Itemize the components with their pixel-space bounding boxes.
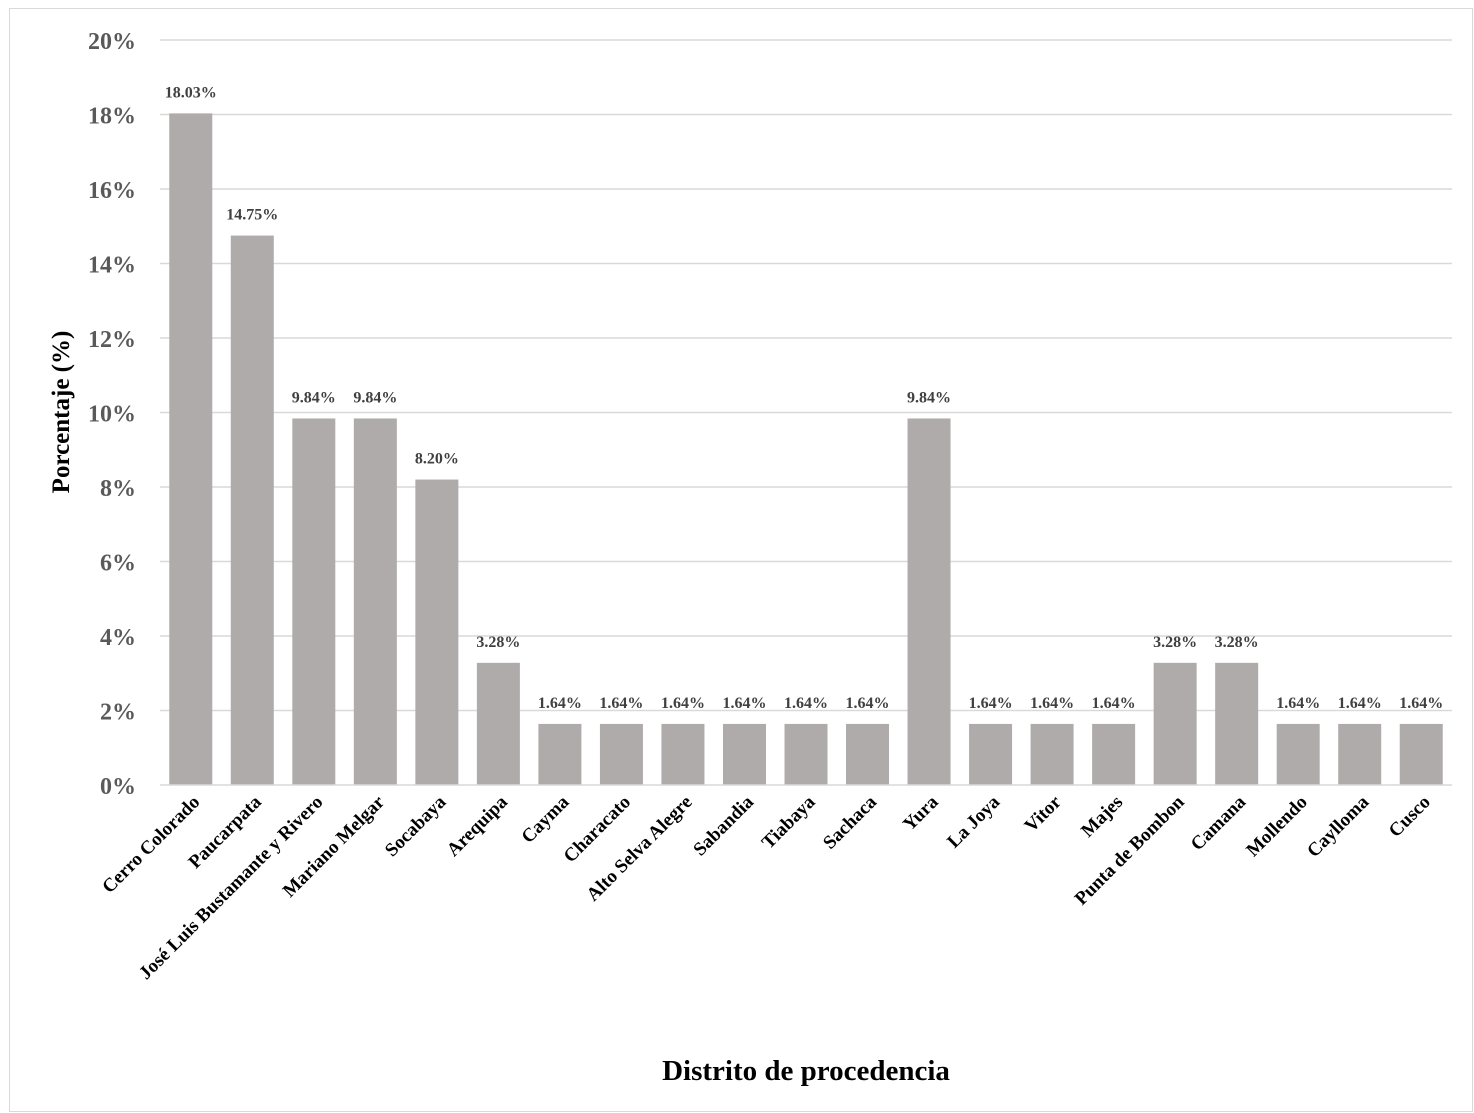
bar: [292, 418, 336, 785]
y-tick-label: 4%: [100, 625, 136, 651]
bar: [353, 418, 397, 785]
bar: [1215, 662, 1259, 785]
gridlines: [160, 39, 1452, 712]
x-category-label: Cusco: [1385, 792, 1435, 842]
bar: [722, 723, 766, 785]
data-label: 1.64%: [599, 695, 643, 712]
bar: [846, 723, 890, 785]
data-label: 3.28%: [1153, 634, 1197, 651]
bar: [476, 662, 520, 785]
data-label: 9.84%: [292, 389, 336, 406]
data-label: 8.20%: [415, 451, 459, 468]
x-category-label: Majes: [1077, 792, 1127, 842]
y-tick-label: 10%: [88, 402, 136, 428]
bar: [969, 723, 1013, 785]
data-label: 1.64%: [722, 695, 766, 712]
data-labels: 18.03% 14.75% 9.84% 9.84% 8.20% 3.28% 1.64% 1.6…: [165, 84, 1443, 712]
bar: [230, 235, 274, 785]
bars: [169, 113, 1443, 785]
y-tick-label: 8%: [100, 476, 136, 502]
x-category-label: Cayma: [518, 791, 574, 847]
x-category-label: Vitor: [1021, 791, 1066, 836]
x-category-label: La Joya: [943, 791, 1004, 852]
x-axis-title: Distrito de procedencia: [662, 1055, 950, 1087]
y-tick-label: 18%: [88, 104, 136, 130]
bar: [907, 418, 951, 785]
y-tick-label: 0%: [100, 774, 136, 800]
data-label: 3.28%: [1215, 634, 1259, 651]
data-label: 1.64%: [969, 695, 1013, 712]
y-axis-tick-labels: 0% 2% 4% 6% 8% 10% 12% 14% 16% 18% 20%: [88, 29, 136, 800]
y-axis-title: Porcentaje (%): [48, 331, 75, 494]
data-label: 9.84%: [907, 389, 951, 406]
x-category-label: Punta de Bombon: [1071, 791, 1189, 909]
bar: [415, 479, 459, 785]
bar: [1153, 662, 1197, 785]
bar: [169, 113, 213, 785]
data-label: 1.64%: [1092, 695, 1136, 712]
data-label: 1.64%: [1399, 695, 1443, 712]
data-label: 1.64%: [1030, 695, 1074, 712]
bar: [1092, 723, 1136, 785]
y-tick-label: 2%: [100, 700, 136, 726]
y-tick-label: 12%: [88, 327, 136, 353]
x-category-label: Sabandia: [689, 791, 758, 860]
data-label: 18.03%: [165, 84, 217, 101]
x-category-label: Sachaca: [819, 791, 881, 853]
data-label: 14.75%: [226, 207, 278, 224]
x-category-label: Arequipa: [443, 791, 512, 860]
bar: [1338, 723, 1382, 785]
data-label: 3.28%: [476, 634, 520, 651]
bar: [1399, 723, 1443, 785]
x-category-label: Alto Selva Alegre: [583, 792, 697, 906]
data-label: 9.84%: [353, 389, 397, 406]
x-category-label: Yura: [899, 791, 943, 835]
bar: [661, 723, 705, 785]
y-tick-label: 16%: [88, 178, 136, 204]
data-label: 1.64%: [538, 695, 582, 712]
x-category-label: Mollendo: [1242, 792, 1311, 861]
x-category-label: Caylloma: [1303, 791, 1373, 861]
data-label: 1.64%: [846, 695, 890, 712]
x-category-label: Cerro Colorado: [98, 792, 204, 898]
data-label: 1.64%: [1276, 695, 1320, 712]
y-tick-label: 20%: [88, 29, 136, 55]
x-category-label: Tiabaya: [758, 791, 820, 853]
bar: [538, 723, 582, 785]
bar: [784, 723, 828, 785]
bar: [599, 723, 643, 785]
data-label: 1.64%: [784, 695, 828, 712]
x-category-label: Socabaya: [381, 791, 451, 861]
data-label: 1.64%: [661, 695, 705, 712]
data-label: 1.64%: [1338, 695, 1382, 712]
y-tick-label: 6%: [100, 551, 136, 577]
x-category-label: Camana: [1187, 791, 1251, 855]
bar: [1276, 723, 1320, 785]
bar: [1030, 723, 1074, 785]
y-tick-label: 14%: [88, 253, 136, 279]
